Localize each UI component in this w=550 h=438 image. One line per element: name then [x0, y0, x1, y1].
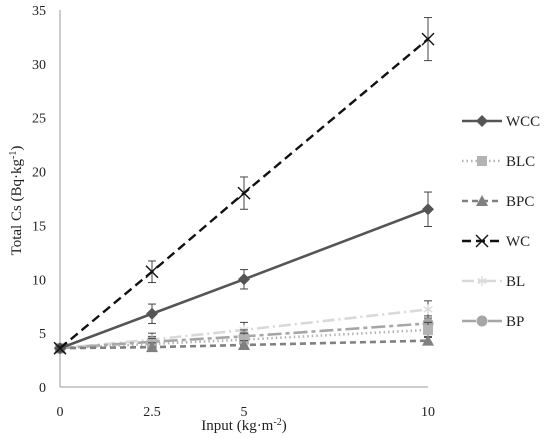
triangle-marker [146, 341, 158, 353]
y-ticks: 0 5 10 15 20 25 30 35 [32, 4, 46, 396]
series-line [59, 38, 429, 350]
y-tick-label: 5 [39, 327, 46, 342]
star-marker [423, 304, 433, 315]
legend: WCC BLC BPC WC BL BP [462, 114, 540, 330]
x-tick-label: 10 [421, 405, 435, 420]
x-marker-stroke [475, 234, 489, 248]
diamond-marker [476, 115, 488, 127]
series-wc [53, 17, 435, 355]
series-bpc [54, 334, 434, 354]
y-axis-title-tail: ) [9, 146, 25, 151]
y-tick-label: 20 [32, 166, 46, 181]
x-axis-title-sup: -2 [273, 417, 281, 428]
series-line [59, 328, 429, 350]
triangle-marker [422, 334, 434, 346]
legend-label: WC [506, 234, 530, 250]
y-tick-label: 10 [32, 273, 46, 288]
legend-label: BPC [506, 194, 534, 210]
triangle-marker [238, 338, 250, 350]
legend-label: WCC [506, 114, 540, 130]
legend-label: BL [506, 274, 525, 290]
x-tick-label: 2.5 [143, 405, 161, 420]
x-tick-label: 0 [57, 405, 64, 420]
diamond-marker [146, 307, 158, 320]
y-tick-label: 25 [32, 112, 46, 127]
legend-item-bpc: BPC [462, 194, 534, 210]
y-tick-label: 15 [32, 219, 46, 234]
triangle-marker [476, 195, 488, 206]
star-marker-stroke [423, 306, 433, 313]
series-layer [53, 17, 435, 355]
legend-item-bl: BL [462, 274, 525, 290]
star-marker-stroke [477, 277, 487, 285]
legend-label: BLC [506, 154, 535, 170]
star-marker [477, 276, 487, 286]
y-axis-title: Total Cs (Bq·kg-1) [8, 146, 26, 256]
square-marker [477, 156, 487, 166]
axes [59, 10, 428, 388]
diamond-marker [422, 203, 434, 216]
x-axis-title-main: Input (kg·m [201, 418, 273, 434]
x-marker-stroke [421, 32, 435, 46]
legend-item-wcc: WCC [462, 114, 540, 130]
x-marker-stroke [145, 265, 159, 279]
y-tick-label: 30 [32, 58, 46, 73]
legend-item-bp: BP [462, 314, 524, 330]
y-tick-label: 0 [39, 381, 46, 396]
series-line [59, 208, 429, 350]
y-tick-label: 35 [32, 4, 46, 19]
x-marker [475, 234, 489, 248]
y-axis-title-sup: -1 [8, 151, 19, 159]
x-marker-stroke [237, 186, 251, 200]
x-axis-title-tail: ) [282, 418, 287, 434]
legend-item-wc: WC [462, 234, 530, 250]
legend-item-blc: BLC [462, 154, 535, 170]
x-marker [237, 186, 251, 200]
y-axis-title-main: Total Cs (Bq·kg [9, 158, 25, 255]
x-marker-stroke [53, 341, 67, 355]
diamond-marker [238, 273, 250, 286]
legend-label: BP [506, 314, 524, 330]
x-marker [53, 341, 67, 355]
x-axis-title: Input (kg·m-2) [201, 417, 286, 435]
x-tick-label: 5 [241, 405, 248, 420]
x-ticks: 0 2.5 5 10 [57, 405, 436, 420]
x-marker [421, 32, 435, 46]
x-marker [145, 265, 159, 279]
circle-marker [476, 315, 488, 327]
square-marker [423, 324, 433, 335]
